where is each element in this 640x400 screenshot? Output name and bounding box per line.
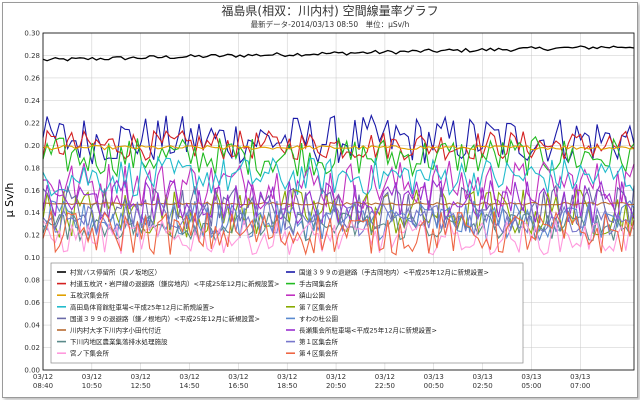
x-tick-time: 12:50 (131, 382, 151, 390)
series-line (42, 184, 635, 232)
y-tick-label: 0.12 (24, 232, 40, 240)
legend-entry-label: 下川内地区農業集落排水処理施設 (70, 337, 168, 346)
chart-title: 福島県(相双：川内村) 空間線量率グラフ (221, 3, 438, 18)
y-tick-label: 0.30 (24, 30, 40, 38)
series-line (42, 218, 635, 256)
x-tick-date: 03/12 (82, 373, 102, 381)
x-tick-time: 18:50 (277, 382, 297, 390)
legend-box (50, 262, 524, 364)
y-tick-label: 0.04 (24, 322, 40, 330)
legend-entry-label: 第１区集会所 (299, 337, 339, 346)
x-tick-time: 10:50 (82, 382, 102, 390)
legend-entry-label: 五枚沢集会所 (70, 291, 110, 300)
y-tick-label: 0.02 (24, 344, 40, 352)
y-tick-label: 0.20 (24, 142, 40, 150)
y-tick-label: 0.08 (24, 277, 40, 285)
x-tick-date: 03/13 (424, 373, 444, 381)
series-line (42, 155, 635, 197)
x-tick-date: 03/12 (131, 373, 151, 381)
y-axis-label: μ Sv/h (3, 183, 16, 218)
legend-entry-label: 村道五枚沢・岩戸線の退避路（鎌房地内）<平成25年12月に新規設置> (70, 279, 279, 288)
x-tick-date: 03/12 (228, 373, 248, 381)
x-tick-time: 02:50 (472, 382, 492, 390)
legend: 村営バス停留所（貝ノ坂地区） 国道３９９の退避路（手古岡地内）<平成25年12月に… (50, 262, 524, 364)
legend-entry-label: 長瀬集会所駐車場<平成25年12月に新規設置> (299, 326, 437, 335)
x-tick-date: 03/13 (570, 373, 590, 381)
y-tick-label: 0.00 (24, 367, 40, 375)
x-tick-date: 03/13 (472, 373, 492, 381)
legend-entry-label: 村営バス停留所（貝ノ坂地区） (70, 268, 161, 277)
x-tick-time: 05:00 (521, 382, 541, 390)
legend-entry-label: 第７区集会所 (299, 302, 339, 311)
y-tick-label: 0.22 (24, 119, 40, 127)
x-tick-date: 03/13 (521, 373, 541, 381)
x-tick-date: 03/12 (179, 373, 199, 381)
x-tick-time: 14:50 (179, 382, 199, 390)
y-tick-label: 0.28 (24, 52, 40, 60)
series-line (42, 113, 635, 165)
x-tick-date: 03/12 (33, 373, 53, 381)
legend-entry-label: 川内村大字下川内字小田代付近 (70, 326, 162, 335)
x-tick-time: 16:50 (228, 382, 248, 390)
legend-entry-label: 第４区集会所 (299, 349, 339, 358)
y-tick-label: 0.16 (24, 187, 40, 195)
series-line (42, 210, 635, 256)
series-line (42, 200, 635, 237)
y-tick-label: 0.24 (24, 97, 40, 105)
series-line (42, 45, 635, 62)
x-tick-labels: 03/1208:4003/1210:5003/1212:5003/1214:50… (33, 373, 590, 390)
series-lines (42, 45, 635, 256)
x-tick-time: 08:40 (33, 382, 53, 390)
legend-entry-label: 国道３９９の退避路（鎌ノ根地内）<平成25年12月に新規設置> (70, 314, 260, 323)
plot-border (42, 32, 635, 371)
x-tick-time: 20:50 (326, 382, 346, 390)
y-tick-label: 0.18 (24, 164, 40, 172)
legend-entry-label: 手古岡集会所 (299, 279, 339, 288)
series-line (43, 201, 635, 206)
y-tick-label: 0.14 (24, 209, 40, 217)
legend-entry-label: 国道３９９の退避路（手古岡地内）<平成25年12月に新規設置> (299, 268, 489, 277)
series-line (42, 144, 635, 151)
legend-entry-label: 高田島体育館駐車場<平成25年12月に新規設置> (70, 302, 214, 311)
y-tick-label: 0.26 (24, 74, 40, 82)
series-line (42, 210, 635, 243)
y-tick-label: 0.06 (24, 299, 40, 307)
x-tick-date: 03/12 (277, 373, 297, 381)
legend-entry-label: 宮ノ下集会所 (70, 349, 110, 358)
x-tick-time: 22:50 (375, 382, 395, 390)
y-tick-labels: 0.00 0.02 0.04 0.06 0.08 0.10 0.12 0.14 0.16 0.18… (24, 30, 40, 375)
legend-entry-label: 鎮山公園 (299, 291, 325, 300)
x-tick-date: 03/12 (326, 373, 346, 381)
y-tick-label: 0.10 (24, 254, 40, 262)
x-tick-time: 07:00 (570, 382, 590, 390)
legend-entry-label: すわの杜公園 (299, 314, 338, 323)
chart-subtitle: 最新データ-2014/03/13 08:50 単位：μSv/h (251, 19, 410, 29)
x-tick-date: 03/12 (375, 373, 395, 381)
x-tick-time: 00:50 (424, 382, 444, 390)
